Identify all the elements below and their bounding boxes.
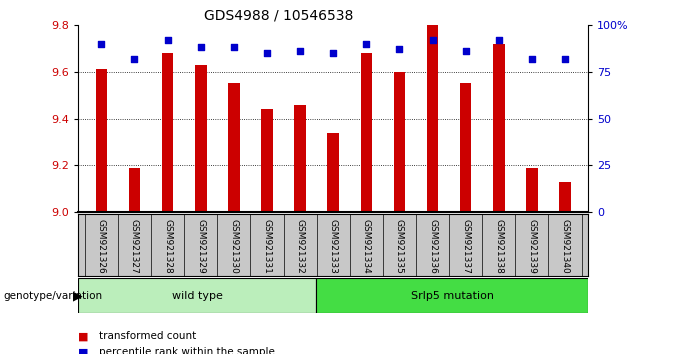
Text: GSM921334: GSM921334 (362, 219, 371, 274)
Bar (327, 133, 339, 212)
Text: GSM921338: GSM921338 (494, 219, 503, 274)
Text: ▶: ▶ (73, 289, 83, 302)
Point (228, 45, 239, 50)
Bar (493, 44, 505, 212)
Text: GSM921327: GSM921327 (130, 219, 139, 274)
Text: GDS4988 / 10546538: GDS4988 / 10546538 (204, 9, 354, 23)
Bar (460, 84, 471, 212)
Bar (294, 104, 306, 212)
Text: transformed count: transformed count (99, 331, 196, 341)
FancyBboxPatch shape (316, 278, 588, 313)
Point (494, 37, 505, 42)
Point (294, 48, 305, 54)
Point (262, 50, 273, 56)
Text: wild type: wild type (172, 291, 222, 301)
Text: ■: ■ (78, 347, 88, 354)
Bar (261, 109, 273, 212)
Bar (162, 53, 173, 212)
Bar (427, 25, 439, 212)
Bar (96, 69, 107, 212)
Point (526, 56, 537, 61)
Bar (195, 65, 207, 212)
Point (460, 48, 471, 54)
Point (96, 41, 107, 46)
Text: GSM921335: GSM921335 (395, 219, 404, 274)
Point (162, 37, 173, 42)
Text: genotype/variation: genotype/variation (3, 291, 103, 301)
Text: GSM921331: GSM921331 (262, 219, 271, 274)
Point (129, 56, 140, 61)
Point (195, 45, 206, 50)
Point (427, 37, 438, 42)
Text: percentile rank within the sample: percentile rank within the sample (99, 347, 275, 354)
Text: GSM921333: GSM921333 (328, 219, 338, 274)
Bar (129, 168, 140, 212)
Text: GSM921336: GSM921336 (428, 219, 437, 274)
Point (394, 46, 405, 52)
Text: GSM921332: GSM921332 (296, 219, 305, 274)
Bar (526, 168, 538, 212)
Bar (228, 84, 239, 212)
Text: ■: ■ (78, 331, 88, 341)
FancyBboxPatch shape (78, 278, 316, 313)
Bar (360, 53, 372, 212)
Text: GSM921328: GSM921328 (163, 219, 172, 274)
Text: GSM921340: GSM921340 (560, 219, 570, 274)
Text: GSM921329: GSM921329 (197, 219, 205, 274)
Text: GSM921339: GSM921339 (528, 219, 537, 274)
Point (361, 41, 372, 46)
Text: GSM921330: GSM921330 (229, 219, 239, 274)
Point (328, 50, 339, 56)
Text: GSM921326: GSM921326 (97, 219, 106, 274)
Bar (559, 182, 571, 212)
Text: Srlp5 mutation: Srlp5 mutation (411, 291, 494, 301)
Text: GSM921337: GSM921337 (461, 219, 470, 274)
Bar (394, 72, 405, 212)
Point (560, 56, 571, 61)
